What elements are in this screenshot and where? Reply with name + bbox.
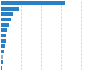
Bar [1,7,19,11]
Bar [1,60,3,64]
Bar [1,39,6,43]
Bar [1,34,6,37]
Bar [1,66,2,70]
Bar [1,1,65,5]
Bar [1,23,9,27]
Bar [1,55,3,59]
Bar [1,28,7,32]
Bar [1,44,5,48]
Bar [1,12,13,16]
Bar [1,50,4,53]
Bar [1,18,11,21]
